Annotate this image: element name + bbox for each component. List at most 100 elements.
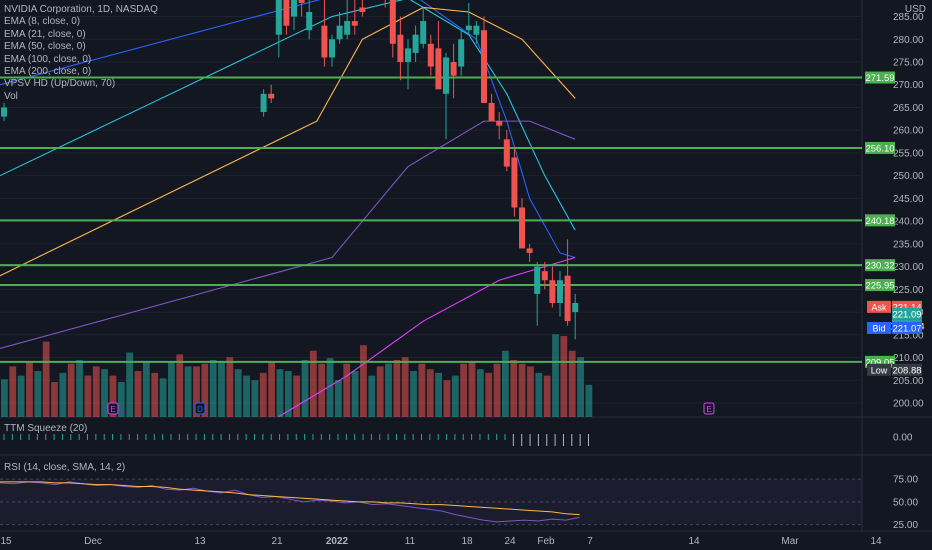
volume-bar: [343, 363, 351, 417]
ema-line-21: [0, 0, 576, 231]
price-tag-label-box: [867, 321, 891, 334]
level-tag-label: 230.32: [865, 261, 894, 272]
legend-symbol[interactable]: NVIDIA Corporation, 1D, NASDAQ: [4, 4, 158, 15]
volume-bar: [401, 357, 409, 417]
candle-body: [435, 48, 442, 90]
candle-body: [496, 121, 503, 126]
level-tag: [865, 259, 895, 272]
candle-body: [1, 107, 7, 117]
event-marker: [107, 402, 119, 415]
volume-bar: [568, 350, 576, 417]
level-tag: [865, 71, 895, 84]
candle-body: [541, 271, 548, 281]
legend-ema-21[interactable]: EMA (21, close, 0): [4, 28, 86, 40]
price-tag-value: 221.07: [892, 323, 921, 334]
volume-bar: [518, 363, 526, 417]
volume-bar: [92, 366, 100, 417]
candle-body: [359, 7, 366, 12]
volume-bar: [543, 375, 551, 417]
volume-bar: [510, 359, 518, 417]
volume-bar: [309, 350, 317, 417]
candle-body: [275, 0, 282, 35]
candle-body: [443, 57, 449, 94]
volume-bar: [268, 361, 275, 417]
volume-bar: [276, 369, 284, 417]
price-tick-label: 255.00: [893, 148, 924, 159]
volume-bar: [76, 359, 83, 417]
volume-bar: [84, 375, 92, 417]
rsi-title[interactable]: RSI (14, close, SMA, 14, 2): [4, 462, 126, 473]
price-tag-value: 221.14: [892, 302, 921, 313]
volume-bar: [560, 336, 568, 417]
time-tick-label: 15: [0, 536, 12, 547]
time-tick-label: 11: [405, 536, 416, 547]
volume-bar: [51, 382, 58, 417]
price-tick-label: 225.00: [893, 285, 924, 296]
candle-body: [420, 21, 427, 44]
volume-bar: [451, 375, 459, 417]
volume-bar: [410, 371, 417, 417]
legend-vpsv[interactable]: VPSV HD (Up/Down, 70): [4, 78, 116, 90]
price-tag-label: Low: [871, 365, 888, 375]
volume-bar: [193, 366, 200, 417]
candle-body: [329, 39, 335, 58]
volume-bar: [393, 359, 401, 417]
price-tick-label: 240.00: [893, 217, 924, 228]
rsi-tick-label: 50.00: [893, 497, 918, 508]
volume-bar: [251, 380, 259, 417]
volume-bar: [134, 371, 142, 417]
price-tick-label: 215.00: [893, 330, 924, 341]
volume-bar: [176, 354, 184, 417]
legend-ema-50[interactable]: EMA (50, close, 0): [4, 41, 86, 53]
rsi-tick-label: 25.00: [893, 520, 918, 531]
price-tag-value: 221.09: [892, 309, 921, 320]
candle-body: [450, 62, 457, 76]
candle-body: [389, 0, 396, 44]
volume-bar: [360, 345, 367, 417]
volume-bar: [67, 363, 75, 417]
volume-bar: [435, 372, 442, 417]
time-tick-label: Dec: [84, 536, 102, 547]
volume-bar: [9, 366, 17, 417]
volume-bar: [368, 375, 376, 417]
rsi-sma-line: [0, 481, 580, 516]
volume-bar: [301, 359, 309, 417]
candle-body: [503, 139, 510, 167]
candle-body: [260, 93, 267, 113]
ttm-squeeze-title[interactable]: TTM Squeeze (20): [4, 423, 88, 434]
candle-body: [397, 34, 404, 63]
legend-ema-8[interactable]: EMA (8, close, 0): [4, 16, 81, 28]
candle-body: [344, 21, 351, 35]
volume-bar: [218, 361, 225, 417]
volume-bar: [577, 357, 584, 417]
candle-body: [412, 34, 419, 53]
volume-bar: [234, 369, 242, 417]
candle-body: [458, 39, 465, 67]
volume-bar: [109, 375, 117, 417]
legend-ema-200[interactable]: EMA (200, close, 0): [4, 66, 92, 78]
candle-body: [572, 302, 579, 313]
volume-bar: [184, 366, 192, 417]
candle-body: [321, 25, 328, 58]
legend-volume[interactable]: Vol: [4, 90, 18, 102]
event-marker-letter: E: [706, 405, 711, 414]
volume-bar: [385, 363, 392, 417]
volume-bar: [59, 372, 67, 417]
price-tick-label: 285.00: [893, 12, 924, 23]
volume-bar: [318, 363, 326, 417]
time-tick-label: 14: [870, 536, 882, 547]
volume-bar: [535, 372, 543, 417]
legend-ema-100[interactable]: EMA (100, close, 0): [4, 53, 92, 65]
level-tag-label: 271.59: [865, 73, 894, 84]
price-tag-box: [892, 363, 922, 376]
volume-bar: [485, 372, 493, 417]
volume-bar: [243, 375, 250, 417]
ema-line-200: [278, 256, 576, 418]
time-tick-label: 2022: [326, 536, 349, 547]
time-tick-label: 13: [194, 536, 206, 547]
volume-bar: [335, 380, 342, 417]
volume-bar: [468, 361, 476, 417]
level-tag: [865, 214, 895, 227]
